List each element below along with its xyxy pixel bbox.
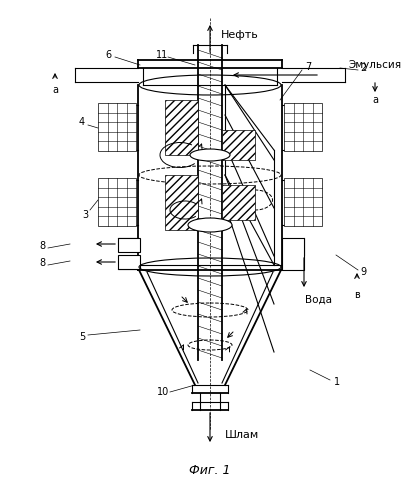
Bar (222, 130, 255, 160)
Text: 8: 8 (39, 258, 45, 268)
Text: 8: 8 (39, 241, 45, 251)
Bar (284, 178, 322, 226)
Ellipse shape (190, 149, 230, 161)
Text: а: а (52, 85, 58, 95)
Text: Нефть: Нефть (221, 30, 259, 40)
Text: Эмульсия: Эмульсия (349, 60, 402, 70)
Text: Фиг. 1: Фиг. 1 (189, 464, 231, 476)
Text: Вода: Вода (304, 295, 331, 305)
Bar (284, 103, 322, 151)
Bar (165, 100, 198, 155)
Bar (118, 255, 140, 269)
Text: 7: 7 (305, 62, 311, 72)
Text: в: в (354, 290, 360, 300)
Text: 2: 2 (360, 63, 366, 73)
Text: Шлам: Шлам (225, 430, 259, 440)
Bar (98, 178, 136, 226)
Bar (165, 175, 198, 230)
Text: 9: 9 (360, 267, 366, 277)
Text: а: а (372, 95, 378, 105)
Text: 6: 6 (105, 50, 111, 60)
Text: 10: 10 (157, 387, 169, 397)
Bar (222, 185, 255, 220)
Bar (282, 238, 304, 270)
Bar (98, 103, 136, 151)
Text: 5: 5 (79, 332, 85, 342)
Text: 4: 4 (79, 117, 85, 127)
Text: 1: 1 (334, 377, 340, 387)
Text: 3: 3 (82, 210, 88, 220)
Bar (118, 238, 140, 252)
Text: 11: 11 (156, 50, 168, 60)
Ellipse shape (188, 218, 232, 232)
